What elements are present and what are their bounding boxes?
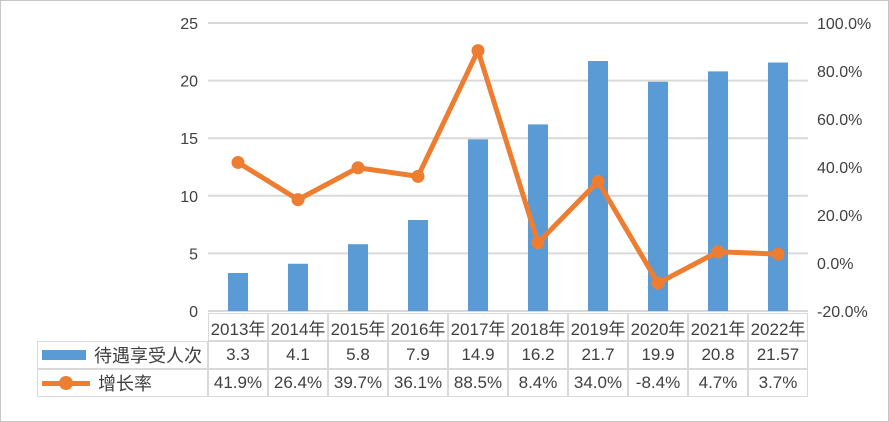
growth-point [591,174,605,188]
line-marker-dot [59,376,73,390]
growth-rate-value-cell: 8.4% [508,369,568,397]
right-axis-tick-label: 0.0% [817,256,853,273]
bar [768,62,788,312]
year-header-cell: 2016年 [388,313,448,341]
bar [648,81,668,311]
legend-item-beneficiaries: 待遇享受人次 [37,341,208,369]
beneficiaries-value-cell: 21.57 [748,341,808,369]
legend-item-growth-rate: 增长率 [37,369,208,397]
growth-rate-value-cell: -8.4% [628,369,688,397]
right-axis-tick-label: 20.0% [817,208,862,225]
bar [408,219,428,311]
growth-rate-value-cell: 39.7% [328,369,388,397]
right-axis-tick-label: 100.0% [817,16,871,33]
left-axis-tick-label: 25 [180,16,198,33]
year-header-cell: 2015年 [328,313,388,341]
bar-series-swatch [42,350,86,360]
growth-point [471,44,485,58]
beneficiaries-value-cell: 21.7 [568,341,628,369]
growth-point [291,193,305,207]
left-axis-tick-label: 20 [180,74,198,91]
left-axis-tick-label: 10 [180,189,198,206]
year-header-cell: 2022年 [748,313,808,341]
growth-rate-value-cell: 41.9% [208,369,268,397]
growth-point [231,155,245,169]
line-series-marker [42,376,90,390]
growth-rate-value-cell: 34.0% [568,369,628,397]
beneficiaries-value-cell: 19.9 [628,341,688,369]
beneficiaries-value-cell: 7.9 [388,341,448,369]
year-header-cell: 2021年 [688,313,748,341]
right-axis-tick-label: 40.0% [817,160,862,177]
year-header-cell: 2019年 [568,313,628,341]
right-axis-tick-label: 80.0% [817,64,862,81]
bar [348,244,368,311]
legend-label: 待遇享受人次 [94,346,202,366]
growth-rate-value-cell: 88.5% [448,369,508,397]
left-axis-tick-label: 5 [189,246,198,263]
growth-rate-value-cell: 3.7% [748,369,808,397]
year-header-cell: 2014年 [268,313,328,341]
growth-point [411,169,425,183]
beneficiaries-value-cell: 4.1 [268,341,328,369]
growth-line [235,48,781,286]
beneficiaries-value-cell: 5.8 [328,341,388,369]
growth-point [711,245,725,259]
bar [468,139,488,311]
bar [228,272,248,311]
beneficiaries-value-cell: 3.3 [208,341,268,369]
left-axis-tick-label: 0 [189,304,198,321]
right-axis-tick-label: -20.0% [817,304,868,321]
growth-rate-value-cell: 26.4% [268,369,328,397]
left-axis-tick-label: 15 [180,131,198,148]
growth-point [771,247,785,261]
bar [708,71,728,311]
year-header-cell: 2017年 [448,313,508,341]
bar [528,124,548,311]
legend-label: 增长率 [98,374,152,394]
growth-rate-value-cell: 4.7% [688,369,748,397]
beneficiaries-value-cell: 20.8 [688,341,748,369]
growth-point [351,161,365,175]
year-header-cell: 2020年 [628,313,688,341]
growth-rate-value-cell: 36.1% [388,369,448,397]
beneficiaries-value-cell: 16.2 [508,341,568,369]
year-header-cell: 2018年 [508,313,568,341]
right-axis-tick-label: 60.0% [817,112,862,129]
year-header-cell: 2013年 [208,313,268,341]
beneficiaries-value-cell: 14.9 [448,341,508,369]
growth-point [531,236,545,250]
chart-data-table: 2013年 2014年 2015年 2016年 2017年 2018年 2019年 2020年… [37,313,809,398]
growth-point [651,276,665,290]
bar [288,263,308,311]
